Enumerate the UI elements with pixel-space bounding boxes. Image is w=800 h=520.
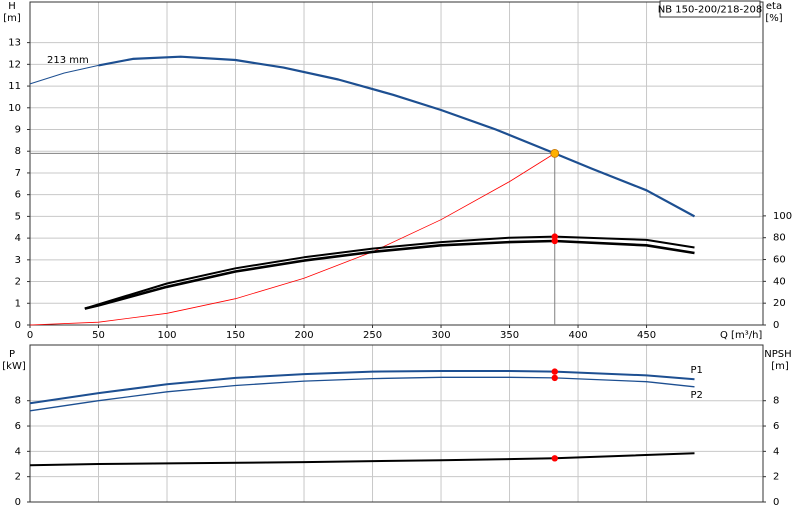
curve <box>29 376 695 412</box>
y2-axis-unit: [%] <box>765 13 782 24</box>
y2-tick-label: 0 <box>773 320 779 331</box>
y2-tick-label: 100 <box>773 211 792 222</box>
y-tick-label: 5 <box>15 211 21 222</box>
y2-tick-label: 4 <box>773 446 779 457</box>
x-tick-label: 250 <box>363 330 382 341</box>
y-tick-label: 12 <box>8 59 21 70</box>
y-tick-label: 13 <box>8 38 21 49</box>
y2-tick-label: 8 <box>773 396 779 407</box>
y-axis-label: P <box>9 349 15 360</box>
curve <box>29 452 695 467</box>
x-tick-label: 100 <box>157 330 176 341</box>
x-tick-label: 400 <box>568 330 587 341</box>
y-tick-label: 6 <box>15 421 21 432</box>
y-tick-label: 0 <box>15 497 21 508</box>
plot-frame <box>29 344 764 503</box>
y2-tick-label: 0 <box>773 497 779 508</box>
duty-point <box>550 148 560 158</box>
y-tick-label: 8 <box>15 396 21 407</box>
y-tick-label: 9 <box>15 125 21 136</box>
duty-marker <box>551 455 558 462</box>
y-tick-label: 11 <box>8 81 21 92</box>
title-box <box>659 0 761 18</box>
plot: 0 2 4 6 8 0 2 4 6 8 P1 P2 <box>15 344 779 508</box>
y-tick-label: 10 <box>8 103 21 114</box>
plot-frame <box>29 1 764 326</box>
curve <box>29 370 695 405</box>
y-tick-label: 7 <box>15 168 21 179</box>
y-tick-label: 4 <box>15 446 21 457</box>
y-tick-label: 2 <box>15 472 21 483</box>
y-tick-label: 1 <box>15 298 21 309</box>
curve <box>29 64 99 85</box>
y2-axis-label: eta <box>766 1 782 12</box>
y-axis-label: H <box>8 1 16 12</box>
x-tick-label: 350 <box>500 330 519 341</box>
curve-annotation: 213 mm <box>47 55 89 66</box>
duty-marker <box>551 237 558 245</box>
y-axis-unit: [m] <box>3 13 21 24</box>
y-tick-label: 6 <box>15 190 21 201</box>
plot: 0 50 100 150 200 250 300 350 400 4500123456789101… <box>8 1 792 341</box>
curve <box>84 235 695 310</box>
curve <box>84 239 695 310</box>
series-label: P2 <box>690 390 702 401</box>
x-tick-label: 150 <box>226 330 245 341</box>
chart-title: NB 150-200/218-208 <box>658 5 762 16</box>
y-tick-label: 0 <box>15 320 21 331</box>
x-tick-label: 450 <box>637 330 656 341</box>
y2-tick-label: 2 <box>773 472 779 483</box>
y-tick-label: 8 <box>15 146 21 157</box>
y2-tick-label: 80 <box>773 233 786 244</box>
y-tick-label: 3 <box>15 255 21 266</box>
x-tick-label: 0 <box>27 330 33 341</box>
duty-marker <box>551 368 558 375</box>
y2-tick-label: 20 <box>773 298 786 309</box>
curve <box>29 153 555 326</box>
series-label: P1 <box>690 365 702 376</box>
curve <box>98 55 696 218</box>
y2-axis-unit: [m] <box>771 361 789 372</box>
y-axis-unit: [kW] <box>2 361 26 372</box>
x-tick-label: 300 <box>431 330 450 341</box>
y2-tick-label: 60 <box>773 255 786 266</box>
x-tick-label: 50 <box>92 330 105 341</box>
y2-axis-label: NPSH <box>764 349 791 360</box>
y-tick-label: 4 <box>15 233 21 244</box>
y2-tick-label: 40 <box>773 276 786 287</box>
duty-marker <box>551 374 558 382</box>
y-tick-label: 2 <box>15 277 21 288</box>
y2-tick-label: 6 <box>773 421 779 432</box>
x-axis-label: Q [m³/h] <box>720 330 762 341</box>
x-tick-label: 200 <box>294 330 313 341</box>
